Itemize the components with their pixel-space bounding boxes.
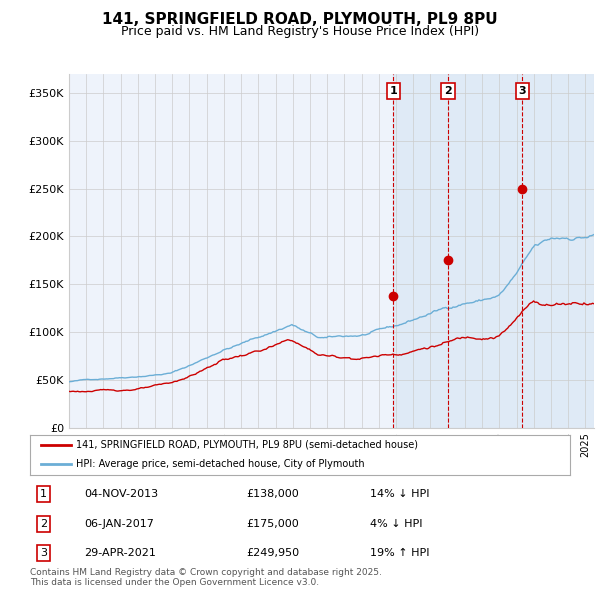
Text: 04-NOV-2013: 04-NOV-2013: [84, 489, 158, 499]
Text: 141, SPRINGFIELD ROAD, PLYMOUTH, PL9 8PU: 141, SPRINGFIELD ROAD, PLYMOUTH, PL9 8PU: [102, 12, 498, 27]
Text: 3: 3: [518, 86, 526, 96]
Text: £249,950: £249,950: [246, 548, 299, 558]
Text: £175,000: £175,000: [246, 519, 299, 529]
Text: 3: 3: [40, 548, 47, 558]
Text: £138,000: £138,000: [246, 489, 299, 499]
Text: Contains HM Land Registry data © Crown copyright and database right 2025.
This d: Contains HM Land Registry data © Crown c…: [30, 568, 382, 587]
Text: 29-APR-2021: 29-APR-2021: [84, 548, 156, 558]
Bar: [393, 74, 594, 428]
Text: Price paid vs. HM Land Registry's House Price Index (HPI): Price paid vs. HM Land Registry's House …: [121, 25, 479, 38]
Text: 14% ↓ HPI: 14% ↓ HPI: [370, 489, 430, 499]
Text: 1: 1: [40, 489, 47, 499]
Text: HPI: Average price, semi-detached house, City of Plymouth: HPI: Average price, semi-detached house,…: [76, 458, 365, 468]
Text: 141, SPRINGFIELD ROAD, PLYMOUTH, PL9 8PU (semi-detached house): 141, SPRINGFIELD ROAD, PLYMOUTH, PL9 8PU…: [76, 440, 418, 450]
Text: 2: 2: [444, 86, 452, 96]
Text: 1: 1: [389, 86, 397, 96]
Text: 06-JAN-2017: 06-JAN-2017: [84, 519, 154, 529]
Text: 19% ↑ HPI: 19% ↑ HPI: [370, 548, 430, 558]
Text: 4% ↓ HPI: 4% ↓ HPI: [370, 519, 422, 529]
Text: 2: 2: [40, 519, 47, 529]
